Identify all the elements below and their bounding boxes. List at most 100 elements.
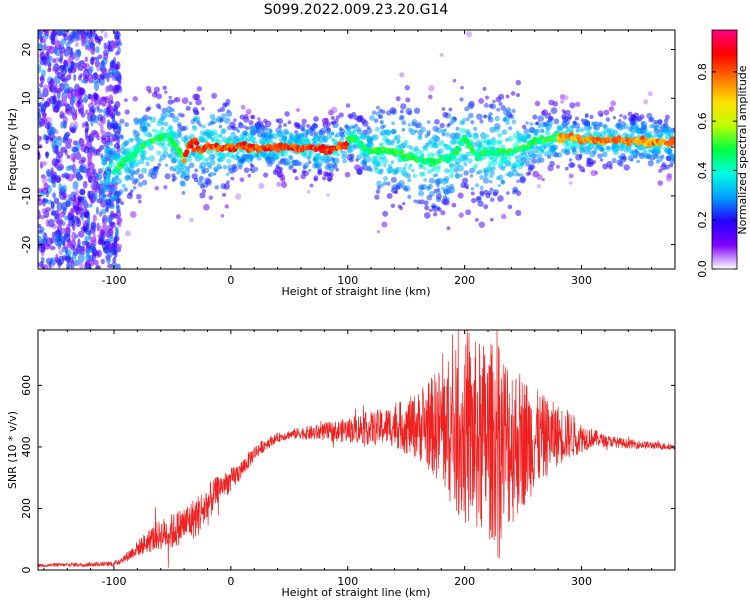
spectrogram-point (216, 115, 223, 123)
spectrogram-point (510, 164, 514, 169)
spectrogram-point (412, 173, 418, 178)
spectrogram-point (391, 128, 397, 135)
spectrogram-point (313, 123, 319, 129)
spectrogram-point (515, 209, 522, 217)
spectrogram-point (477, 169, 483, 175)
spectrogram-ridge (275, 147, 281, 153)
spectrogram-speck (75, 100, 81, 108)
spectrogram-point (198, 136, 206, 143)
spectrogram-point (636, 115, 642, 122)
spectrogram-point (547, 164, 554, 172)
spectrogram-point (537, 124, 542, 129)
colorbar-tick-label: 0.4 (696, 162, 709, 180)
spectrogram-point (119, 147, 126, 154)
spectrogram-point (480, 132, 487, 139)
spectrogram-speck (89, 226, 96, 235)
spectrogram-point (237, 164, 243, 170)
spectrogram-point (177, 123, 182, 129)
spectrogram-point (568, 173, 574, 179)
spectrogram-speck (41, 112, 48, 118)
spectrogram-point (129, 211, 137, 218)
spectrogram-point (541, 109, 549, 116)
spectrogram-speck (63, 49, 70, 57)
spectrogram-speck (52, 106, 60, 113)
spectrogram-point (488, 173, 494, 179)
spectrogram-point (151, 168, 159, 176)
spectrogram-point (330, 106, 338, 114)
spectrogram-point (300, 132, 306, 138)
spectrogram-speck (93, 93, 100, 101)
spectrogram-speck (103, 42, 108, 50)
spectrogram-speck (57, 240, 63, 247)
spectrogram-point (611, 158, 617, 164)
spectrogram-speck (70, 105, 75, 116)
spectrogram-point (130, 189, 134, 193)
spectrogram-point (405, 97, 411, 103)
spectrogram-point (550, 107, 558, 114)
spectrogram-speck (72, 200, 78, 206)
spectrogram-point (260, 132, 266, 139)
spectrogram-point (593, 121, 599, 127)
spectrogram-point (136, 138, 144, 146)
spectrogram-point (622, 155, 627, 161)
spectrogram-point (164, 173, 171, 180)
spectrogram-point (646, 112, 653, 119)
spectrogram-speck (63, 82, 70, 92)
spectrogram-point (426, 133, 431, 137)
snr-xlabel: Height of straight line (km) (281, 586, 430, 599)
spectrogram-point (504, 115, 511, 122)
spectrogram-speck (96, 265, 100, 269)
spectrogram-speck (61, 67, 67, 76)
spectrogram-point (236, 155, 240, 159)
spectrogram-point (597, 110, 604, 117)
spectrogram-point (219, 106, 225, 112)
spectrogram-point (322, 171, 329, 177)
spectrogram-speck (61, 201, 68, 212)
spectrogram-speck (70, 152, 77, 162)
spectrogram-speck (97, 121, 104, 127)
spectrogram-point (563, 95, 569, 101)
spectrogram-ridge (181, 158, 187, 164)
spectrogram-point (145, 85, 152, 92)
spectrogram-point (309, 183, 314, 188)
spectrogram-point (575, 153, 582, 161)
spectrogram-point (128, 175, 135, 181)
spectrogram-point (259, 150, 266, 157)
spectrogram-point (313, 157, 317, 162)
spectrogram-speck (86, 34, 93, 39)
spectrogram-speck (71, 95, 77, 104)
spectrogram-point (223, 102, 228, 107)
spectrogram-point (201, 106, 205, 111)
spectrogram-speck (92, 192, 98, 202)
spectrogram-point (119, 118, 125, 124)
spectrogram-point (519, 161, 525, 167)
spectrogram-point (240, 157, 246, 163)
spectrogram-point (243, 113, 249, 120)
spectrogram-point (308, 168, 312, 173)
spectrogram-speck (95, 206, 100, 215)
spectrogram-point (660, 164, 667, 171)
spectrogram-point (132, 96, 138, 102)
spec-ytick-label: 10 (20, 91, 33, 105)
spectrogram-speck (56, 202, 63, 211)
spectrogram-point (560, 99, 565, 104)
spectrogram-point (322, 176, 327, 181)
spectrogram-speck (77, 195, 82, 202)
spectrogram-point (407, 123, 412, 127)
spectrogram-point (324, 156, 329, 161)
spectrogram-point (441, 133, 446, 137)
spectrogram-point (403, 139, 409, 145)
spectrogram-speck (77, 230, 85, 238)
spectrogram-point (656, 148, 661, 153)
spectrogram-point (183, 134, 189, 141)
spectrogram-speck (114, 226, 119, 232)
spectrogram-speck (63, 172, 69, 179)
spectrogram-point (481, 144, 486, 148)
spectrogram-point (386, 181, 391, 186)
spectrogram-point (457, 192, 464, 199)
spectrogram-speck (85, 122, 90, 133)
spectrogram-point (500, 105, 507, 111)
spectrogram-speck (43, 182, 49, 191)
spectrogram-point (428, 85, 435, 92)
spectrogram-speck (41, 208, 46, 214)
